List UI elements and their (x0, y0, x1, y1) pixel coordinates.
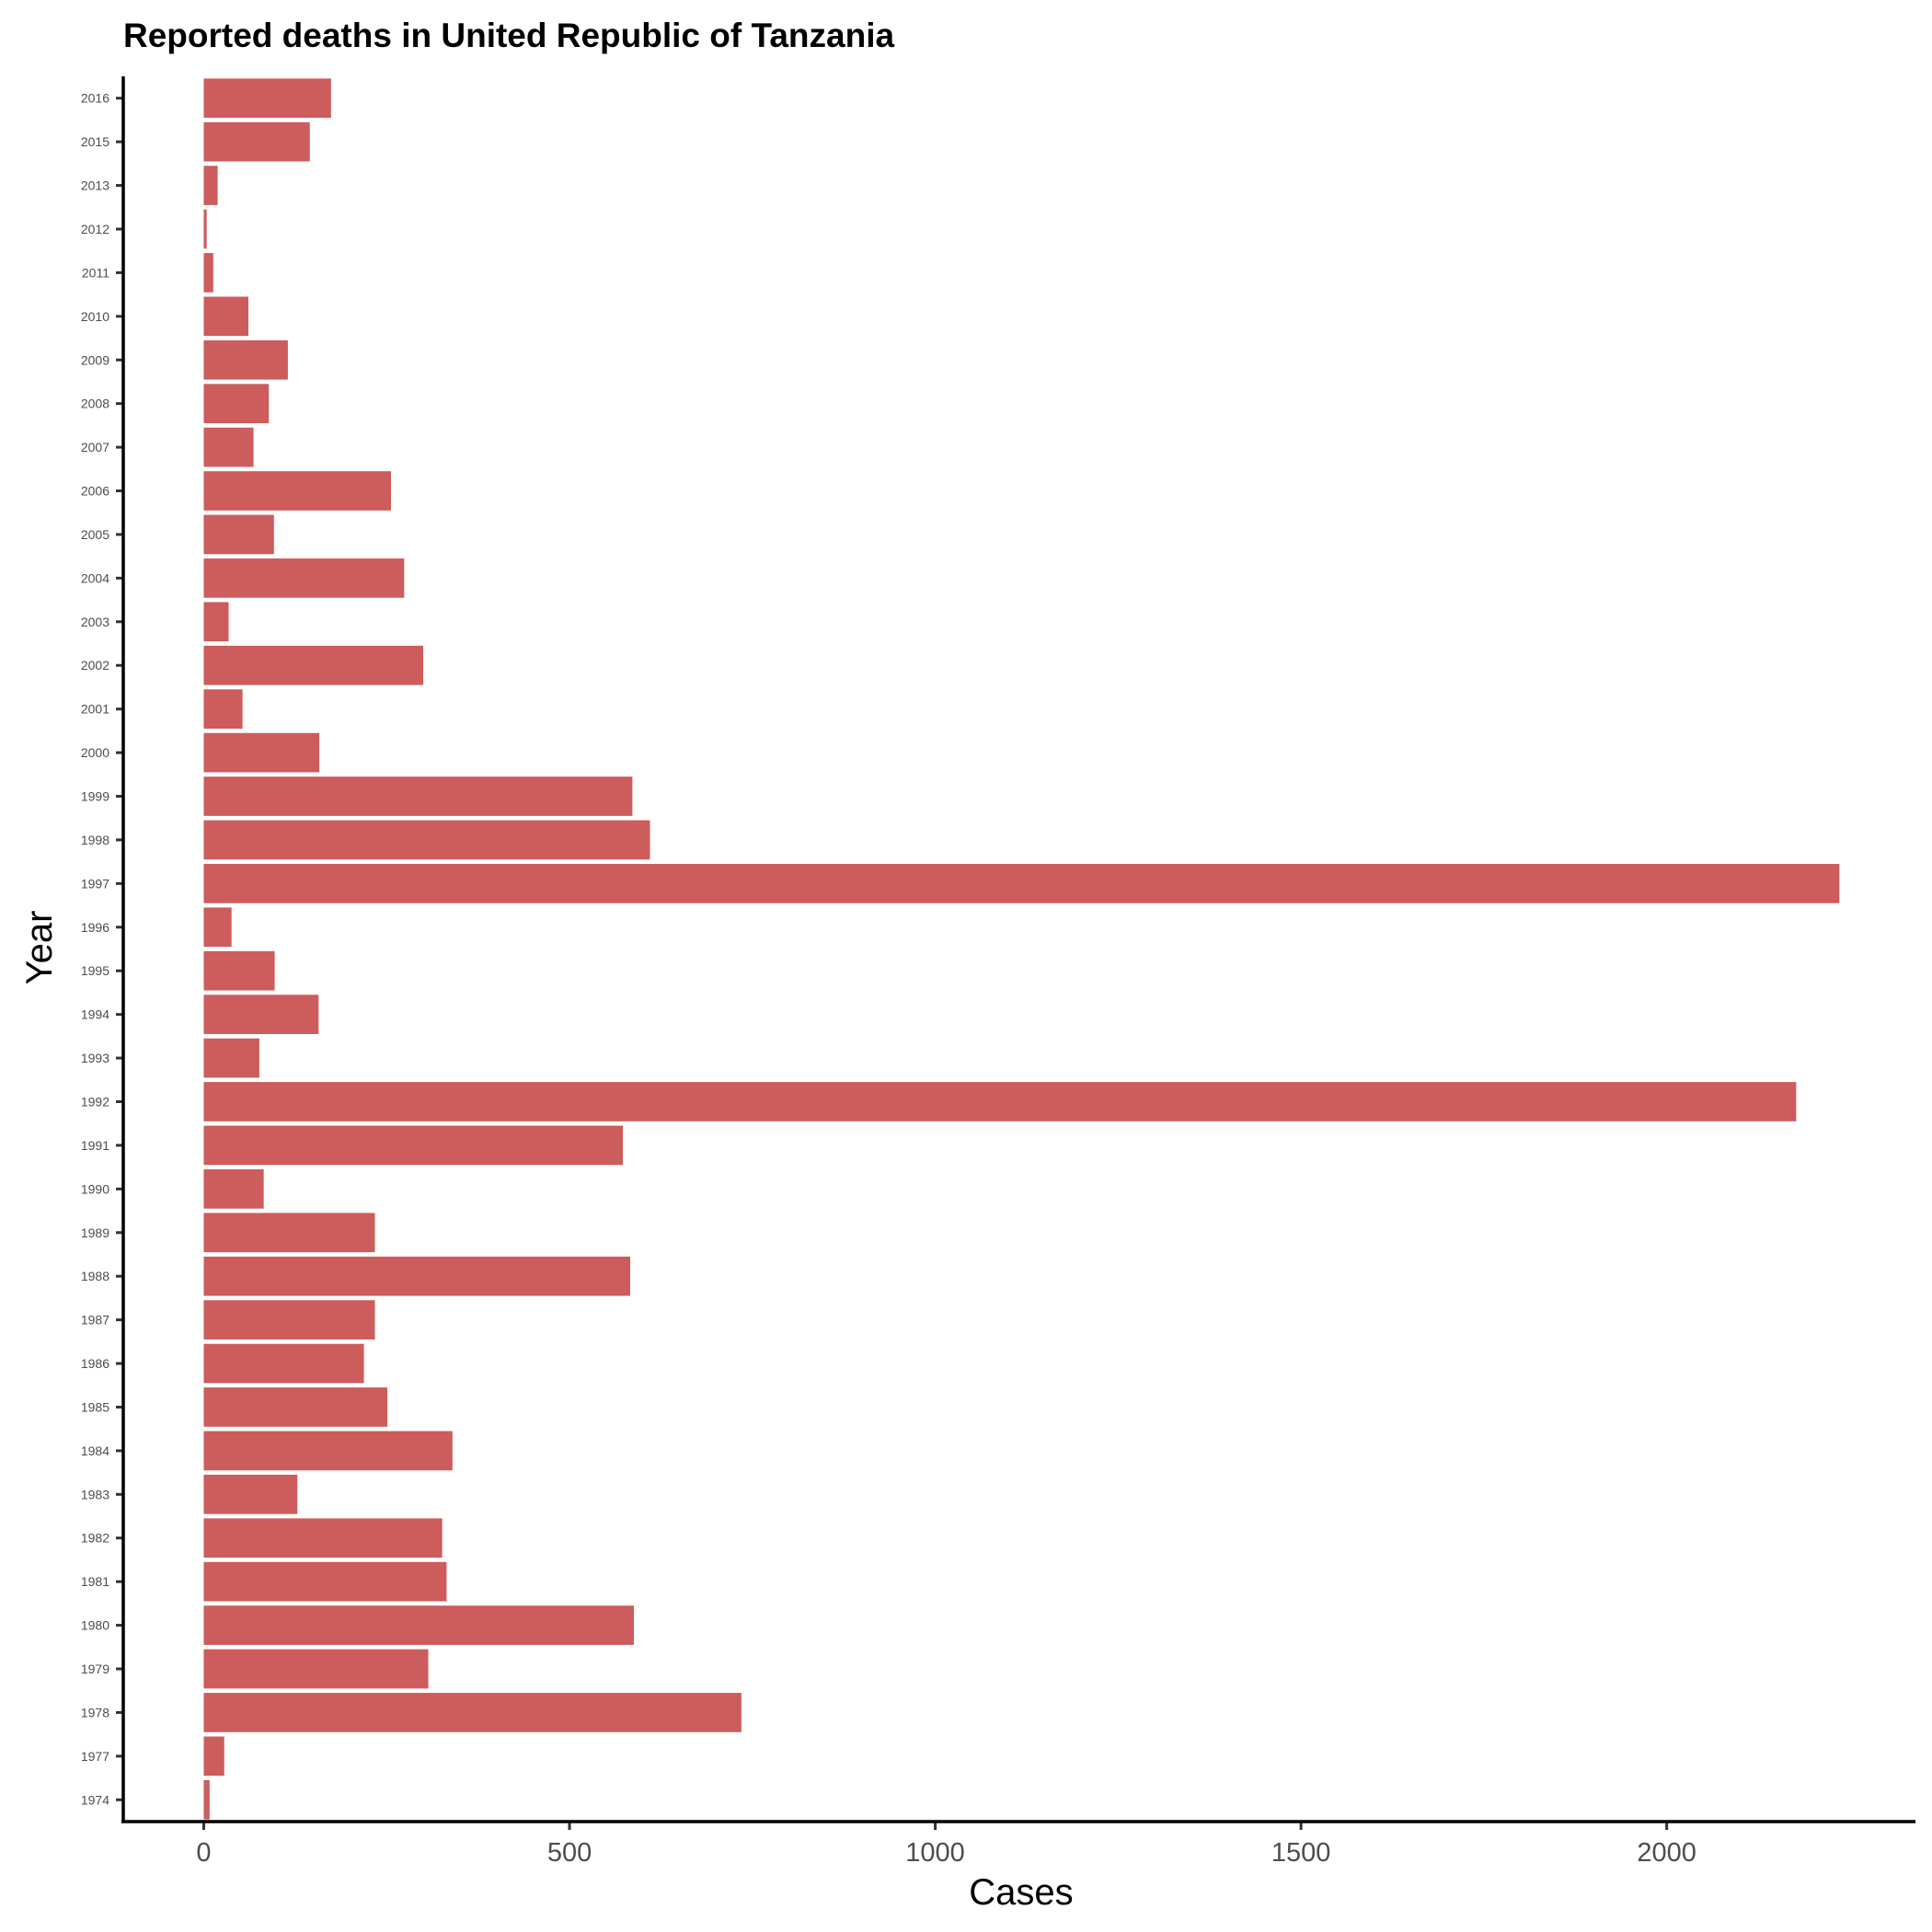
y-tick-label-1990: 1990 (81, 1181, 109, 1196)
bars-group (203, 78, 1840, 1820)
bar-1993 (203, 1038, 259, 1078)
bar-1989 (203, 1213, 375, 1253)
y-tick-label-1977: 1977 (81, 1749, 109, 1764)
bar-2004 (203, 558, 405, 598)
y-tick-label-1991: 1991 (81, 1138, 109, 1153)
y-tick-label-1982: 1982 (81, 1531, 109, 1546)
bar-2010 (203, 296, 248, 337)
x-tick-label-0: 0 (196, 1838, 211, 1868)
y-tick-label-2000: 2000 (81, 745, 109, 760)
bar-1991 (203, 1125, 624, 1166)
y-tick-label-1994: 1994 (81, 1007, 109, 1022)
bar-1987 (203, 1300, 375, 1340)
y-tick-label-2004: 2004 (81, 570, 109, 585)
y-tick-label-2001: 2001 (81, 702, 109, 717)
y-tick-label-2015: 2015 (81, 134, 109, 149)
y-tick-label-1987: 1987 (81, 1313, 109, 1328)
x-tick-label-500: 500 (547, 1838, 592, 1868)
bar-1992 (203, 1082, 1797, 1121)
bar-1999 (203, 776, 633, 816)
bar-1990 (203, 1168, 264, 1209)
y-tick-label-1999: 1999 (81, 789, 109, 804)
y-tick-label-2012: 2012 (81, 222, 109, 236)
bar-2000 (203, 732, 320, 773)
y-axis-title: Year (19, 911, 60, 985)
y-tick-label-1992: 1992 (81, 1094, 109, 1109)
bar-1974 (203, 1779, 210, 1820)
bar-2001 (203, 689, 243, 730)
bar-1995 (203, 950, 275, 991)
x-tick-label-2000: 2000 (1637, 1838, 1696, 1868)
y-tick-label-1974: 1974 (81, 1792, 109, 1807)
y-tick-label-1989: 1989 (81, 1225, 109, 1240)
y-tick-label-2003: 2003 (81, 615, 109, 629)
y-tick-label-2011: 2011 (82, 265, 109, 280)
bar-1983 (203, 1474, 298, 1514)
bar-2006 (203, 471, 392, 511)
bar-1982 (203, 1518, 443, 1558)
bar-2003 (203, 602, 229, 642)
bar-2002 (203, 645, 423, 685)
bar-1998 (203, 820, 650, 860)
bar-1985 (203, 1387, 388, 1427)
y-tick-label-2005: 2005 (81, 527, 109, 542)
bar-1984 (203, 1431, 453, 1471)
bar-2012 (203, 209, 207, 249)
y-tick-label-1997: 1997 (81, 876, 109, 891)
y-tick-label-1979: 1979 (81, 1662, 109, 1676)
y-tick-label-2009: 2009 (81, 352, 109, 367)
bar-2005 (203, 514, 274, 555)
y-tick-label-1984: 1984 (81, 1443, 109, 1458)
y-axis-ticks: 1974 1977 1978 1979 1980 1981 1982 1983 1984 1985… (81, 91, 123, 1807)
y-tick-label-1993: 1993 (81, 1051, 109, 1065)
bar-2011 (203, 253, 213, 293)
chart-title: Reported deaths in United Republic of Ta… (123, 17, 894, 54)
y-tick-label-1978: 1978 (81, 1705, 109, 1719)
bar-1980 (203, 1605, 634, 1645)
bar-1977 (203, 1736, 224, 1777)
x-tick-label-1500: 1500 (1271, 1838, 1331, 1868)
y-tick-label-1995: 1995 (81, 963, 109, 978)
bar-1981 (203, 1561, 447, 1602)
bar-1997 (203, 864, 1840, 903)
y-tick-label-1996: 1996 (81, 920, 109, 935)
bar-1986 (203, 1343, 364, 1384)
bar-2015 (203, 121, 310, 162)
y-tick-label-2006: 2006 (81, 484, 109, 499)
y-tick-label-1981: 1981 (81, 1574, 109, 1589)
y-tick-label-2008: 2008 (81, 397, 109, 411)
x-axis-title: Cases (969, 1872, 1073, 1913)
x-axis-ticks: 0 500 1000 1500 2000 (196, 1822, 1696, 1868)
bar-2008 (203, 384, 270, 424)
bar-2016 (203, 78, 331, 119)
bar-1988 (203, 1256, 631, 1296)
y-tick-label-1983: 1983 (81, 1487, 109, 1501)
bar-2007 (203, 427, 254, 467)
y-tick-label-1980: 1980 (81, 1618, 109, 1633)
y-tick-label-2002: 2002 (81, 658, 109, 673)
y-tick-label-1986: 1986 (81, 1356, 109, 1371)
bar-2013 (203, 166, 218, 205)
y-tick-label-2010: 2010 (81, 309, 109, 324)
y-tick-label-2013: 2013 (81, 178, 109, 193)
bar-1979 (203, 1649, 429, 1689)
y-tick-label-1988: 1988 (81, 1269, 109, 1283)
x-tick-label-1000: 1000 (905, 1838, 965, 1868)
bar-2009 (203, 339, 288, 380)
bar-1978 (203, 1693, 742, 1732)
bar-1996 (203, 907, 232, 948)
y-tick-label-1985: 1985 (81, 1399, 109, 1414)
y-tick-label-1998: 1998 (81, 833, 109, 847)
bar-1994 (203, 995, 319, 1034)
y-tick-label-2016: 2016 (81, 91, 109, 106)
y-tick-label-2007: 2007 (81, 440, 109, 454)
